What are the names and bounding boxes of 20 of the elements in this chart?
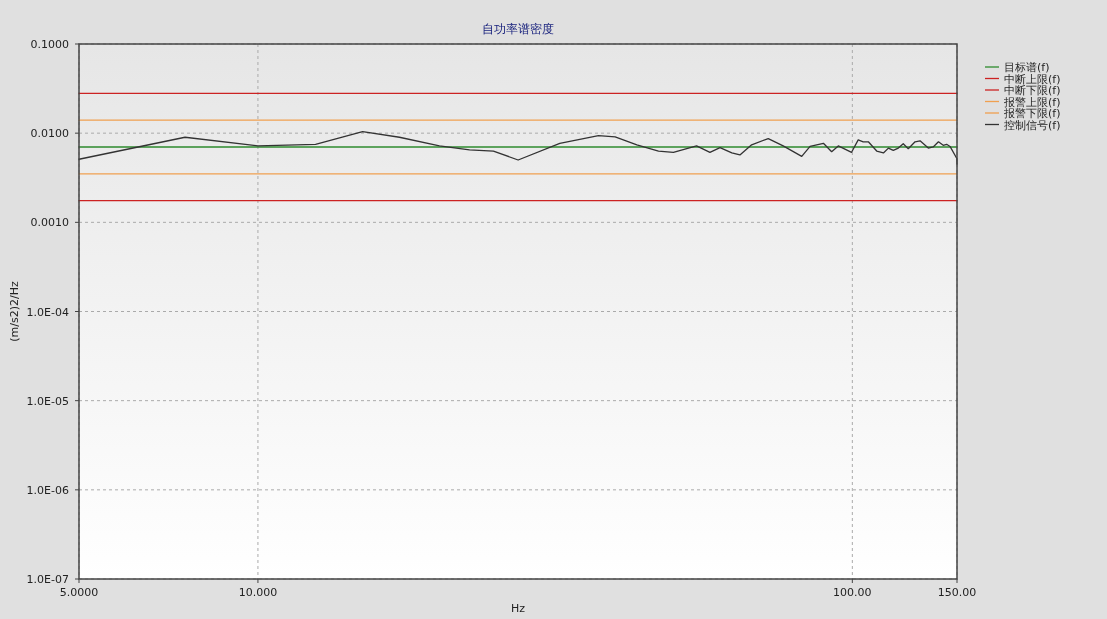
x-axis-title: Hz <box>510 602 526 615</box>
y-tick-label: 1.0E-05 <box>26 394 69 408</box>
y-tick-label: 0.0010 <box>30 216 69 230</box>
legend-label: 控制信号(f) <box>1004 118 1061 132</box>
y-tick-label: 0.1000 <box>30 38 69 51</box>
y-tick-label: 1.0E-04 <box>26 305 69 319</box>
legend-label: 中断下限(f) <box>1004 84 1061 97</box>
chart-title: 自功率谱密度 <box>482 22 554 36</box>
y-tick-label: 1.0E-06 <box>26 483 69 497</box>
x-tick-label: 100.00 <box>833 586 872 599</box>
y-tick-label: 0.0100 <box>30 127 69 141</box>
legend-label: 报警下限(f) <box>1003 107 1061 120</box>
x-tick-label: 10.000 <box>238 586 278 599</box>
x-tick-label: 150.00 <box>937 586 977 599</box>
y-axis-title: (m/s2)2/Hz <box>8 281 21 342</box>
y-tick-label: 1.0E-07 <box>26 573 69 586</box>
legend-label: 中断上限(f) <box>1004 72 1061 86</box>
legend-label: 目标谱(f) <box>1004 61 1050 74</box>
x-tick-label: 5.0000 <box>59 586 99 599</box>
legend-label: 报警上限(f) <box>1003 95 1061 109</box>
